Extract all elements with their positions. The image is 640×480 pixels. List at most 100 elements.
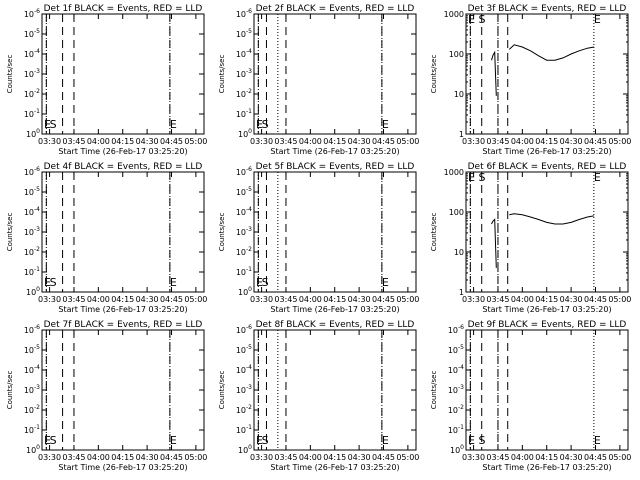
x-tick-label: 05:00 <box>608 453 631 462</box>
y-tick-exponent: -2 <box>458 404 464 411</box>
y-tick-label: 100 <box>238 128 252 139</box>
y-tick-label: 10-2 <box>236 404 252 415</box>
y-tick-label: 1000 <box>444 168 464 177</box>
x-tick-label: 04:45 <box>372 453 395 462</box>
y-tick-label: 1000 <box>444 10 464 19</box>
x-tick-label: 04:15 <box>111 137 134 146</box>
x-axis-label: Start Time (26-Feb-17 03:25:20) <box>58 463 187 472</box>
y-tick-label: 10-3 <box>24 68 40 79</box>
y-tick-exponent: -6 <box>246 8 252 15</box>
x-tick-label: 03:30 <box>250 453 273 462</box>
x-tick-label: 04:45 <box>160 453 183 462</box>
y-axis-label: Counts/sec <box>218 213 226 252</box>
x-tick-label: 04:45 <box>372 137 395 146</box>
y-tick-exponent: -2 <box>246 88 252 95</box>
y-tick-exponent: -4 <box>34 364 40 371</box>
panel-8: Det 8f BLACK = Events, RED = LLD 100 10-1 1… <box>218 320 419 472</box>
panel-title: Det 1f BLACK = Events, RED = LLD <box>44 4 203 14</box>
start-marker: S <box>50 434 57 447</box>
x-tick-label: 04:00 <box>299 453 322 462</box>
y-tick-label: 10-4 <box>236 48 252 59</box>
y-tick-exponent: -2 <box>246 404 252 411</box>
start-marker: S <box>478 434 485 447</box>
x-tick-label: 05:00 <box>608 137 631 146</box>
panel-title: Det 7f BLACK = Events, RED = LLD <box>44 320 203 330</box>
y-tick-exponent: -1 <box>246 108 252 115</box>
x-tick-label: 04:15 <box>111 295 134 304</box>
y-tick-label: 10 <box>454 248 464 257</box>
x-tick-label: 04:30 <box>136 137 159 146</box>
y-tick-exponent: -1 <box>34 108 40 115</box>
y-tick-label: 10-2 <box>236 246 252 257</box>
y-axis-label: Counts/sec <box>430 371 438 410</box>
y-tick-label: 10-4 <box>24 364 40 375</box>
x-tick-label: 04:00 <box>511 295 534 304</box>
y-tick-exponent: -3 <box>246 384 252 391</box>
panel-2: Det 2f BLACK = Events, RED = LLD 100 10-1 1… <box>218 4 419 156</box>
panel-grid: Det 1f BLACK = Events, RED = LLD10010-11… <box>6 4 631 472</box>
y-tick-exponent: -1 <box>246 266 252 273</box>
y-tick-label: 10-4 <box>236 364 252 375</box>
y-tick-exponent: -6 <box>458 324 464 331</box>
y-tick-label: 10-1 <box>24 266 40 277</box>
panel-title: Det 6f BLACK = Events, RED = LLD <box>468 162 627 172</box>
x-tick-label: 05:00 <box>184 453 207 462</box>
y-tick-exponent: -3 <box>34 226 40 233</box>
x-tick-label: 04:15 <box>323 453 346 462</box>
x-tick-label: 04:30 <box>136 295 159 304</box>
y-tick-exponent: -3 <box>246 226 252 233</box>
y-axis-label: Counts/sec <box>430 55 438 94</box>
y-tick-exponent: -1 <box>34 266 40 273</box>
y-tick-exponent: 0 <box>36 128 40 135</box>
start-edge-marker: E <box>256 118 263 131</box>
y-tick-label: 100 <box>238 444 252 455</box>
y-tick-label: 10-2 <box>24 246 40 257</box>
panel-9: Det 9f BLACK = Events, RED = LLD 100 10-1 1… <box>430 320 631 472</box>
x-tick-label: 04:45 <box>584 137 607 146</box>
x-axis-label: Start Time (26-Feb-17 03:25:20) <box>270 305 399 314</box>
y-tick-exponent: 0 <box>248 286 252 293</box>
y-tick-label: 100 <box>26 286 40 297</box>
y-tick-exponent: 0 <box>36 286 40 293</box>
start-edge-marker: E <box>44 434 51 447</box>
x-tick-label: 04:15 <box>323 137 346 146</box>
y-tick-label: 10-1 <box>24 424 40 435</box>
y-tick-exponent: -6 <box>246 324 252 331</box>
panel-4: Det 4f BLACK = Events, RED = LLD 100 10-1 1… <box>6 162 207 314</box>
panel-title: Det 5f BLACK = Events, RED = LLD <box>256 162 415 172</box>
x-tick-label: 03:30 <box>38 453 61 462</box>
x-axis-label: Start Time (26-Feb-17 03:25:20) <box>482 147 611 156</box>
start-edge-marker: E <box>468 171 475 184</box>
start-marker: S <box>50 118 57 131</box>
y-tick-label: 10-1 <box>236 266 252 277</box>
panel-3: Det 3f BLACK = Events, RED = LLD 1000 100 1… <box>430 4 631 156</box>
x-tick-label: 03:45 <box>62 295 85 304</box>
y-tick-exponent: 0 <box>248 128 252 135</box>
x-tick-label: 03:45 <box>486 137 509 146</box>
y-tick-exponent: -4 <box>34 48 40 55</box>
x-tick-label: 03:30 <box>462 137 485 146</box>
x-tick-label: 04:45 <box>160 295 183 304</box>
y-tick-label: 10-1 <box>448 424 464 435</box>
y-tick-label: 10-5 <box>236 186 252 197</box>
y-tick-label: 10-6 <box>24 166 40 177</box>
x-tick-label: 04:45 <box>584 295 607 304</box>
y-tick-exponent: -2 <box>34 246 40 253</box>
y-tick-label: 10-6 <box>236 324 252 335</box>
y-tick-label: 10 <box>454 90 464 99</box>
y-tick-label: 100 <box>238 286 252 297</box>
y-tick-label: 10-3 <box>236 226 252 237</box>
y-tick-exponent: -5 <box>246 28 252 35</box>
y-tick-exponent: 0 <box>36 444 40 451</box>
x-tick-label: 04:30 <box>560 453 583 462</box>
x-tick-label: 04:15 <box>535 137 558 146</box>
y-tick-exponent: -5 <box>34 186 40 193</box>
y-tick-label: 10-4 <box>236 206 252 217</box>
x-axis-label: Start Time (26-Feb-17 03:25:20) <box>482 305 611 314</box>
x-tick-label: 04:00 <box>511 137 534 146</box>
x-tick-label: 05:00 <box>396 453 419 462</box>
x-tick-label: 05:00 <box>184 137 207 146</box>
start-marker: S <box>50 276 57 289</box>
y-tick-exponent: 0 <box>460 444 464 451</box>
start-edge-marker: E <box>256 276 263 289</box>
